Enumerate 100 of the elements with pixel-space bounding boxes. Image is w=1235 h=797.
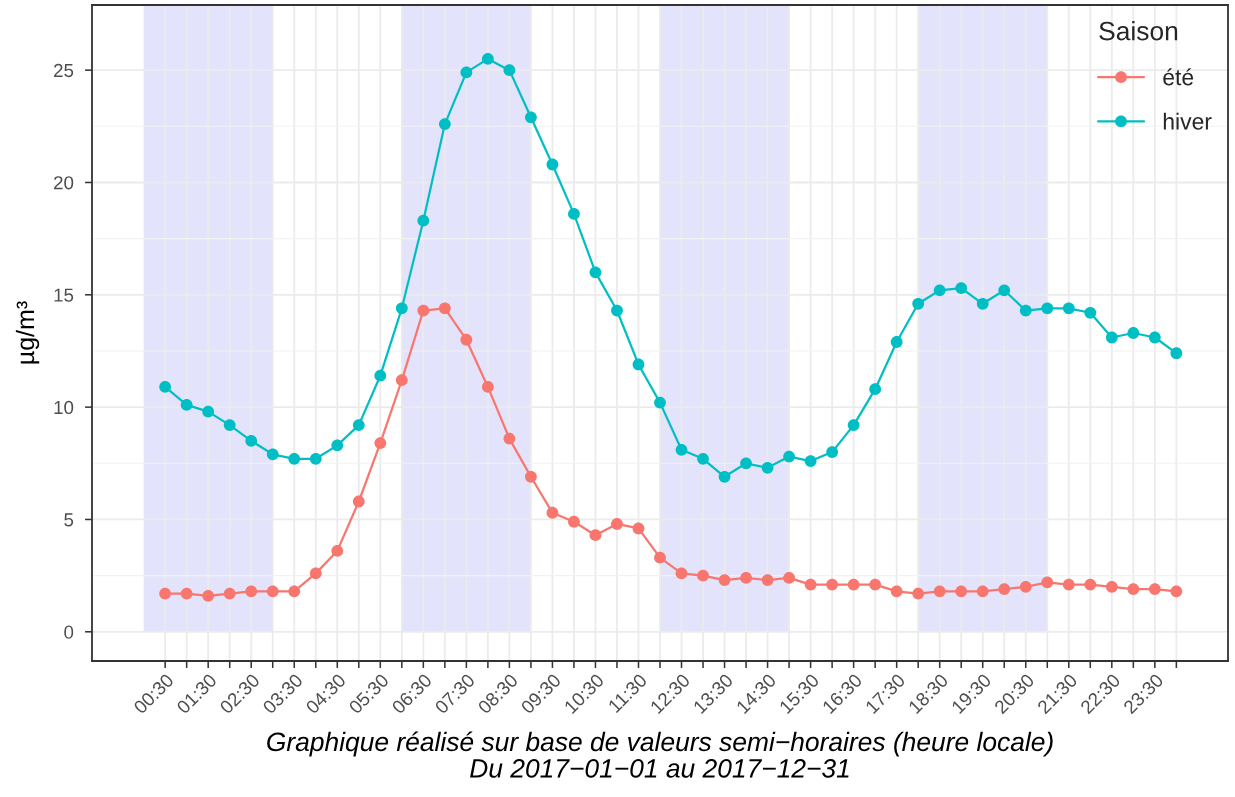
point [1148,331,1161,344]
point [1084,306,1097,319]
point [223,419,236,432]
point [180,398,193,411]
point [546,506,559,519]
point [654,551,666,564]
point [826,446,839,458]
point [288,585,301,598]
point [783,571,795,584]
y-tick-label: 0 [64,625,74,639]
point [1170,585,1183,598]
y-axis-title: µg/m³ [15,301,40,364]
point [568,208,580,220]
point [1127,583,1140,596]
point [1019,304,1032,317]
point [460,66,473,79]
point [417,304,430,317]
point [223,587,236,600]
point [1127,327,1140,339]
point [352,495,365,508]
point [740,457,752,470]
point [1041,302,1054,315]
point [998,284,1011,297]
point [869,578,882,591]
point [202,589,215,602]
point [352,419,365,432]
point [503,432,516,445]
legend-label: hiver [1163,112,1212,130]
point [1062,302,1075,315]
point [912,297,925,310]
point [804,455,817,467]
point [976,297,989,310]
point [1105,331,1118,344]
point [460,333,473,346]
point [159,587,172,600]
point [1148,583,1161,596]
point [804,578,817,591]
x-axis-title: Graphique réalisé sur base de valeurs semi−horaires (heure locale) Du 2017−01−01 au 2017−12−31 [267,731,1053,778]
point [331,545,344,557]
point [632,358,645,371]
point [654,396,666,409]
point [675,567,688,580]
point [438,118,451,130]
point [374,437,387,449]
point [481,381,494,393]
point [395,374,408,387]
point [1041,576,1054,589]
point [761,574,774,587]
point [309,452,322,465]
point [503,64,516,77]
point [718,470,731,483]
point [1062,578,1075,591]
point [933,284,946,297]
point [1105,580,1118,593]
point [266,585,279,598]
point [202,405,215,418]
point [245,434,258,447]
point [395,302,408,315]
point [331,439,344,452]
point [1084,578,1097,591]
point [847,419,860,432]
point [998,583,1011,596]
y-tick-label: 25 [54,63,74,78]
point [697,452,709,465]
point [955,282,968,294]
point [180,587,193,600]
point [933,585,946,598]
point [890,585,903,598]
legend-title: Saison [1099,21,1178,41]
point [309,567,322,580]
point [718,574,731,587]
point [374,369,387,382]
point [697,569,709,582]
point [589,266,602,279]
point [568,515,580,528]
point [525,111,537,124]
point [847,578,860,591]
point [1170,347,1183,360]
point [245,585,258,598]
point [912,587,925,600]
point [826,578,839,591]
point [546,158,559,171]
point [955,585,968,598]
point [740,571,752,584]
point [438,302,451,315]
y-tick-label: 5 [64,513,74,527]
point [159,381,172,393]
point [869,383,882,396]
y-tick-label: 10 [54,400,74,415]
point [632,522,645,535]
point [611,518,623,530]
y-tick-label: 15 [54,288,74,302]
point [761,461,774,474]
point [890,336,903,348]
point [481,53,494,65]
point [525,470,537,483]
point [611,304,623,317]
point [288,452,301,465]
point [976,585,989,598]
point [266,448,279,461]
